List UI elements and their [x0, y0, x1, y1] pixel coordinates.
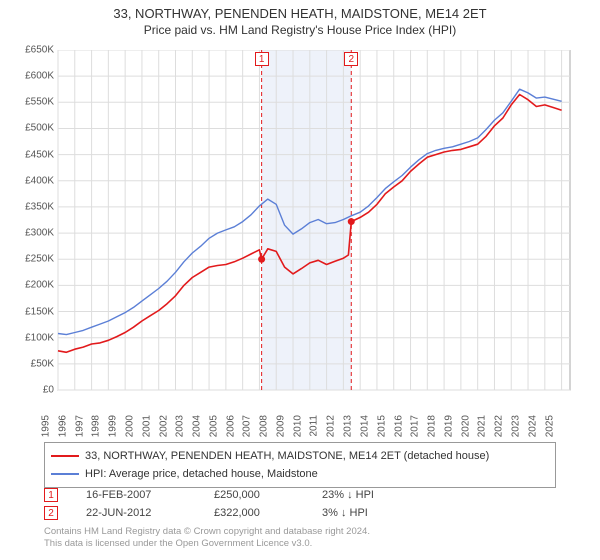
legend-swatch-icon [51, 473, 79, 475]
chart-title-block: 33, NORTHWAY, PENENDEN HEATH, MAIDSTONE,… [0, 0, 600, 37]
footnote-line: This data is licensed under the Open Gov… [44, 538, 370, 550]
y-axis-tick-label: £600K [14, 71, 54, 82]
legend-label: HPI: Average price, detached house, Maid… [85, 468, 318, 480]
y-axis-tick-label: £450K [14, 149, 54, 160]
transaction-badge-icon: 1 [44, 488, 58, 502]
y-axis-tick-label: £500K [14, 123, 54, 134]
transaction-diff: 3% ↓ HPI [322, 507, 412, 519]
transaction-date: 22-JUN-2012 [86, 507, 186, 519]
transaction-date: 16-FEB-2007 [86, 489, 186, 501]
y-axis-tick-label: £150K [14, 306, 54, 317]
legend-label: 33, NORTHWAY, PENENDEN HEATH, MAIDSTONE,… [85, 450, 489, 462]
x-axis-tick-label: 2025 [544, 415, 582, 437]
y-axis-tick-label: £300K [14, 228, 54, 239]
chart-marker-badge-icon: 1 [255, 52, 269, 66]
title-line-1: 33, NORTHWAY, PENENDEN HEATH, MAIDSTONE,… [0, 6, 600, 21]
transaction-table: 1 16-FEB-2007 £250,000 23% ↓ HPI 2 22-JU… [44, 486, 412, 522]
transaction-row: 2 22-JUN-2012 £322,000 3% ↓ HPI [44, 504, 412, 522]
y-axis-tick-label: £200K [14, 280, 54, 291]
transaction-price: £250,000 [214, 489, 294, 501]
y-axis-tick-label: £550K [14, 97, 54, 108]
y-axis-tick-label: £650K [14, 45, 54, 56]
footnote: Contains HM Land Registry data © Crown c… [44, 526, 370, 551]
legend-row: HPI: Average price, detached house, Maid… [51, 465, 549, 483]
legend-box: 33, NORTHWAY, PENENDEN HEATH, MAIDSTONE,… [44, 442, 556, 488]
transaction-badge-icon: 2 [44, 506, 58, 520]
y-axis-tick-label: £350K [14, 201, 54, 212]
transaction-price: £322,000 [214, 507, 294, 519]
chart-marker-badge-icon: 2 [344, 52, 358, 66]
title-line-2: Price paid vs. HM Land Registry's House … [0, 23, 600, 37]
y-axis-tick-label: £100K [14, 332, 54, 343]
y-axis-tick-label: £250K [14, 254, 54, 265]
line-chart-svg [14, 50, 586, 430]
y-axis-tick-label: £50K [14, 358, 54, 369]
legend-swatch-icon [51, 455, 79, 457]
y-axis-tick-label: £0 [14, 385, 54, 396]
legend-row: 33, NORTHWAY, PENENDEN HEATH, MAIDSTONE,… [51, 447, 549, 465]
transaction-row: 1 16-FEB-2007 £250,000 23% ↓ HPI [44, 486, 412, 504]
footnote-line: Contains HM Land Registry data © Crown c… [44, 526, 370, 538]
transaction-diff: 23% ↓ HPI [322, 489, 412, 501]
chart-area: £0 £50K £100K £150K £200K £250K £300K £350K £400… [14, 50, 586, 430]
y-axis-tick-label: £400K [14, 175, 54, 186]
